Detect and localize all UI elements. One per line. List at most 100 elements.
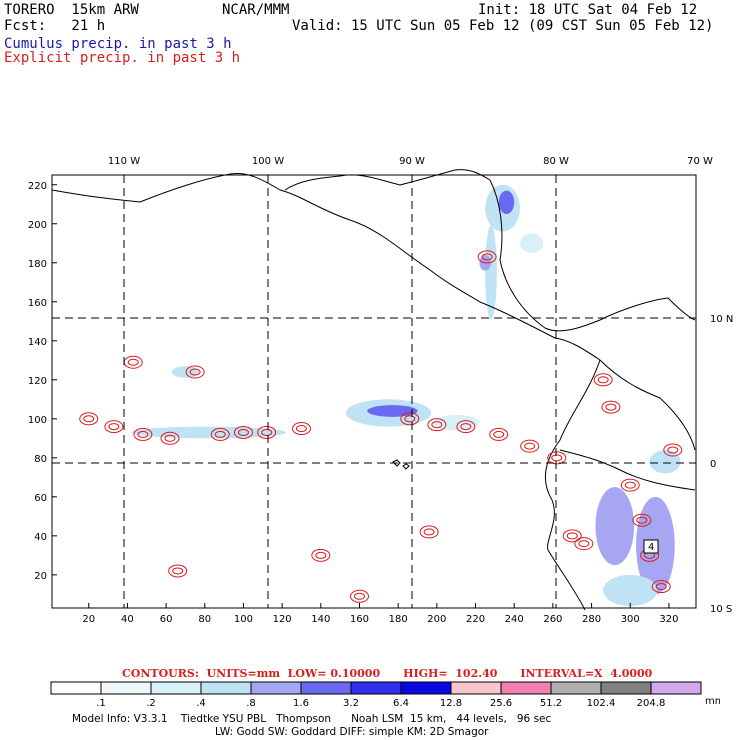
contour-ring	[431, 421, 443, 429]
contour-ring	[597, 376, 609, 384]
init-time: Init: 18 UTC Sat 04 Feb 12	[478, 2, 698, 18]
x-tick-label: 40	[121, 614, 134, 625]
contour-ring	[315, 551, 327, 559]
coastline-central-america-pacific	[349, 219, 601, 361]
contour-ring	[427, 418, 447, 432]
contour-ring	[214, 430, 226, 438]
cumulus-precip-label: Cumulus precip. in past 3 h	[4, 36, 232, 52]
x-tick-label: 20	[82, 614, 95, 625]
latitude-label: 10 N	[710, 314, 733, 325]
x-tick-label: 260	[543, 614, 562, 625]
y-tick-label: 60	[34, 493, 47, 504]
contour-ring	[79, 412, 99, 426]
contour-lines	[79, 250, 683, 603]
legend-swatch	[500, 681, 552, 695]
longitude-label: 70 W	[687, 156, 713, 167]
precip-area-panama-column	[485, 225, 497, 320]
contour-ring	[663, 443, 683, 457]
galapagos	[392, 459, 410, 470]
y-tick-label: 120	[28, 376, 47, 387]
max-marker-label: 4	[648, 542, 654, 553]
y-tick-label: 160	[28, 298, 47, 309]
latitude-label: 10 S	[710, 604, 732, 615]
x-tick-label: 280	[582, 614, 601, 625]
precipitation-map: 20 40 60 80 100 120 140 160 180 200 220 240 260 280 30…	[0, 150, 740, 630]
contour-ring	[624, 481, 636, 489]
contour-ring	[578, 540, 590, 548]
contour-ring	[419, 525, 439, 539]
map-canvas: 20 40 60 80 100 120 140 160 180 200 220 240 260 280 30…	[28, 156, 733, 625]
x-tick-label: 320	[659, 614, 678, 625]
contour-ring	[601, 400, 621, 414]
legend-level-label: 25.6	[490, 698, 512, 709]
legend-level-label: 12.8	[440, 698, 462, 709]
contour-ring	[636, 516, 648, 524]
axis-ticks: 20 40 60 80 100 120 140 160 180 200 220 240 260 280 30…	[28, 156, 733, 625]
contour-ring	[477, 250, 497, 264]
x-tick-label: 300	[621, 614, 640, 625]
contour-ring	[133, 427, 153, 441]
valid-time: Valid: 15 UTC Sun 05 Feb 12 (09 CST Sun …	[292, 18, 714, 34]
legend-level-label: 3.2	[343, 698, 359, 709]
y-tick-label: 80	[34, 454, 47, 465]
x-tick-label: 160	[350, 614, 369, 625]
precip-area-caribbean-east	[520, 233, 544, 254]
explicit-precip-label: Explicit precip. in past 3 h	[4, 50, 241, 66]
contour-ring	[353, 592, 365, 600]
longitude-label: 90 W	[399, 156, 425, 167]
legend-units: mm	[705, 696, 720, 707]
x-tick-label: 140	[311, 614, 330, 625]
contour-ring	[547, 451, 567, 465]
precip-area-itcz-east	[432, 414, 480, 431]
contour-ring	[160, 431, 180, 445]
precip-area-itcz-west	[131, 426, 287, 439]
x-tick-label: 220	[466, 614, 485, 625]
longitude-label: 110 W	[108, 156, 140, 167]
contour-ring	[400, 412, 420, 426]
x-tick-label: 60	[160, 614, 173, 625]
contour-ring	[551, 454, 563, 462]
contour-ring	[423, 528, 435, 536]
model-physics: LW: Godd SW: Goddard DIFF: simple KM: 2D…	[215, 726, 489, 738]
contour-ring	[237, 428, 249, 436]
contour-ring	[311, 548, 331, 562]
legend-level-label: 204.8	[637, 698, 666, 709]
precip-area-caribbean-north-core	[498, 190, 515, 215]
precip-area-amazon-west	[595, 487, 635, 566]
border-colombia	[599, 359, 696, 451]
x-tick-label: 240	[505, 614, 524, 625]
legend-swatch	[450, 681, 502, 695]
contour-ring	[566, 532, 578, 540]
contour-ring	[489, 427, 509, 441]
x-tick-label: 120	[273, 614, 292, 625]
contour-ring	[233, 425, 253, 439]
forecast-hour: Fcst: 21 h	[4, 18, 106, 34]
legend-swatch	[400, 681, 452, 695]
coastline-mexico	[51, 173, 351, 221]
legend-level-label: 51.2	[540, 698, 562, 709]
contour-ring	[574, 537, 594, 551]
contour-ring	[104, 420, 124, 434]
contour-ring	[108, 423, 120, 431]
x-tick-label: 80	[198, 614, 211, 625]
contour-ring	[460, 423, 472, 431]
legend-level-label: .1	[96, 698, 106, 709]
contour-ring	[172, 567, 184, 575]
precip-area-amazon-south	[603, 574, 658, 607]
legend-swatch	[300, 681, 352, 695]
contour-ring	[189, 368, 201, 376]
contour-ring	[620, 478, 640, 492]
contour-ring	[456, 420, 476, 434]
contour-ring	[210, 427, 230, 441]
coastline-yucatan	[284, 169, 491, 191]
contour-ring	[185, 365, 205, 379]
y-tick-label: 200	[28, 220, 47, 231]
contour-ring	[562, 529, 582, 543]
x-tick-label: 200	[427, 614, 446, 625]
legend-level-label: 6.4	[393, 698, 409, 709]
y-tick-label: 180	[28, 259, 47, 270]
contour-ring	[164, 434, 176, 442]
max-marker-box	[643, 539, 659, 554]
coastline-caribbean	[489, 179, 696, 332]
map-frame	[51, 174, 697, 609]
